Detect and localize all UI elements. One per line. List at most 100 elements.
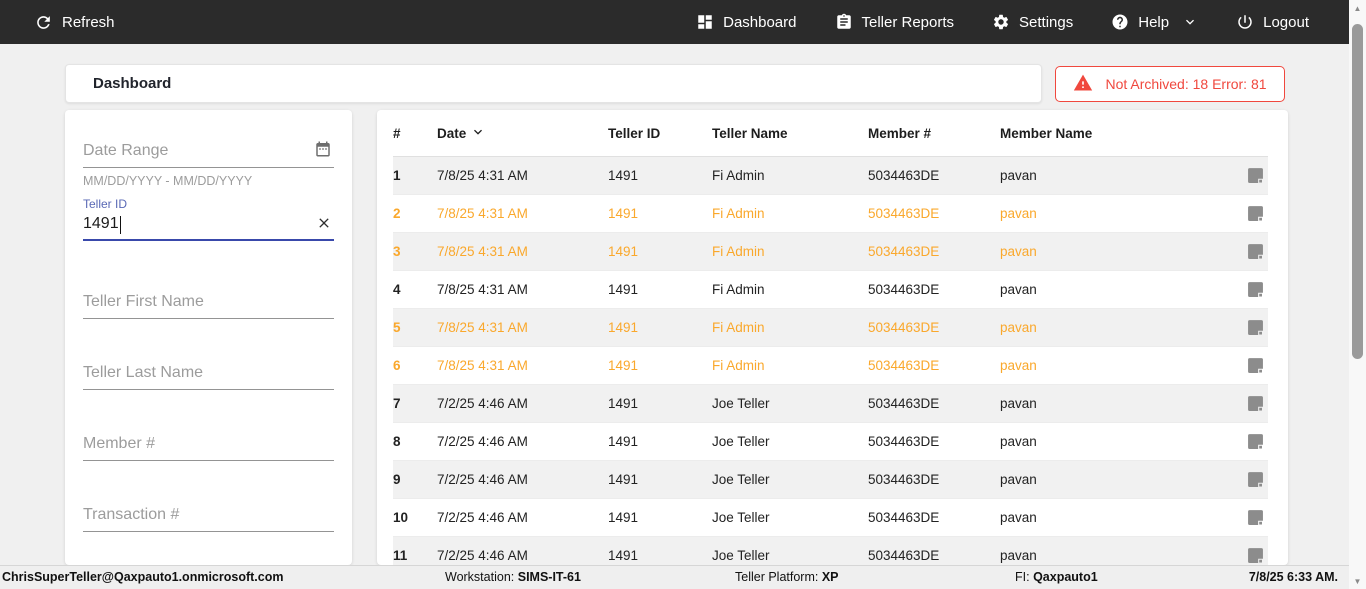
table-row[interactable]: 10 7/2/25 4:46 AM 1491 Joe Teller 503446… xyxy=(393,499,1268,537)
row-teller-name: Joe Teller xyxy=(712,472,770,487)
table-row[interactable]: 3 7/8/25 4:31 AM 1491 Fi Admin 5034463DE… xyxy=(393,233,1268,271)
col-header-teller-name[interactable]: Teller Name xyxy=(712,125,788,141)
scroll-down-icon[interactable]: ▼ xyxy=(1353,576,1362,586)
row-date: 7/8/25 4:31 AM xyxy=(437,282,528,297)
refresh-button[interactable]: Refresh xyxy=(34,13,115,32)
note-icon[interactable] xyxy=(1228,319,1268,336)
teller-id-field xyxy=(83,211,334,241)
note-icon[interactable] xyxy=(1228,243,1268,260)
teller-id-label: Teller ID xyxy=(83,197,128,211)
gear-icon xyxy=(992,13,1010,31)
chevron-down-icon xyxy=(1182,14,1198,30)
col-header-teller-id[interactable]: Teller ID xyxy=(608,125,661,141)
row-member-name: pavan xyxy=(1000,434,1037,449)
member-number-field xyxy=(83,431,334,461)
row-teller-id: 1491 xyxy=(608,320,639,335)
teller-first-name-field xyxy=(83,289,334,319)
row-number: 7 xyxy=(393,396,401,411)
row-member-number: 5034463DE xyxy=(868,396,940,411)
scroll-up-icon[interactable]: ▲ xyxy=(1353,3,1362,13)
row-teller-name: Fi Admin xyxy=(712,244,765,259)
status-platform-value: XP xyxy=(821,570,839,584)
refresh-icon xyxy=(34,13,53,32)
col-header-member-name[interactable]: Member Name xyxy=(1000,125,1093,141)
table-row[interactable]: 11 7/2/25 4:46 AM 1491 Joe Teller 503446… xyxy=(393,537,1268,565)
note-icon[interactable] xyxy=(1228,167,1268,184)
row-date: 7/2/25 4:46 AM xyxy=(437,548,528,563)
transaction-number-input[interactable] xyxy=(83,502,334,532)
row-member-number: 5034463DE xyxy=(868,358,940,373)
teller-first-name-input[interactable] xyxy=(83,289,334,319)
date-range-input[interactable] xyxy=(83,138,334,168)
teller-id-input[interactable] xyxy=(83,211,334,241)
filters-panel: MM/DD/YYYY - MM/DD/YYYY Teller ID Transa… xyxy=(65,110,352,583)
page-title: Dashboard xyxy=(93,75,172,92)
table-header-row: # Date Teller ID Teller Name Member # Me… xyxy=(393,110,1268,157)
clipboard-icon xyxy=(835,13,853,31)
table-row[interactable]: 4 7/8/25 4:31 AM 1491 Fi Admin 5034463DE… xyxy=(393,271,1268,309)
status-workstation-label: Workstation: xyxy=(445,570,515,584)
row-teller-name: Fi Admin xyxy=(712,206,765,221)
note-icon[interactable] xyxy=(1228,357,1268,374)
vertical-scrollbar[interactable]: ▲ ▼ xyxy=(1349,0,1366,589)
note-icon[interactable] xyxy=(1228,547,1268,564)
status-fi-value: Qaxpauto1 xyxy=(1033,570,1098,584)
note-icon[interactable] xyxy=(1228,205,1268,222)
table-row[interactable]: 8 7/2/25 4:46 AM 1491 Joe Teller 5034463… xyxy=(393,423,1268,461)
row-teller-id: 1491 xyxy=(608,168,639,183)
row-member-name: pavan xyxy=(1000,472,1037,487)
row-member-number: 5034463DE xyxy=(868,168,940,183)
row-member-number: 5034463DE xyxy=(868,434,940,449)
col-header-date-label: Date xyxy=(437,125,467,141)
nav-logout-label: Logout xyxy=(1263,13,1309,31)
status-user: ChrisSuperTeller@Qaxpauto1.onmicrosoft.c… xyxy=(2,570,284,584)
help-icon xyxy=(1111,13,1129,31)
col-header-num[interactable]: # xyxy=(393,125,401,141)
note-icon[interactable] xyxy=(1228,509,1268,526)
nav-logout[interactable]: Logout xyxy=(1236,13,1309,31)
row-number: 6 xyxy=(393,358,401,373)
row-member-name: pavan xyxy=(1000,396,1037,411)
note-icon[interactable] xyxy=(1228,471,1268,488)
nav-help[interactable]: Help xyxy=(1111,13,1198,31)
clear-icon[interactable] xyxy=(316,215,332,236)
row-member-number: 5034463DE xyxy=(868,472,940,487)
archive-error-badge[interactable]: Not Archived: 18 Error: 81 xyxy=(1055,66,1285,102)
member-number-input[interactable] xyxy=(83,431,334,461)
note-icon[interactable] xyxy=(1228,395,1268,412)
table-row[interactable]: 5 7/8/25 4:31 AM 1491 Fi Admin 5034463DE… xyxy=(393,309,1268,347)
row-date: 7/2/25 4:46 AM xyxy=(437,510,528,525)
row-teller-name: Fi Admin xyxy=(712,320,765,335)
row-member-name: pavan xyxy=(1000,320,1037,335)
nav-teller-reports[interactable]: Teller Reports xyxy=(835,13,954,31)
col-header-date[interactable]: Date xyxy=(437,124,608,143)
row-teller-name: Fi Admin xyxy=(712,358,765,373)
calendar-icon[interactable] xyxy=(314,140,332,163)
dashboard-icon xyxy=(696,13,714,31)
nav-settings[interactable]: Settings xyxy=(992,13,1073,31)
text-caret xyxy=(120,216,121,234)
status-workstation-value: SIMS-IT-61 xyxy=(517,570,581,584)
sort-descending-icon xyxy=(470,124,486,143)
top-navbar: Refresh Dashboard Teller Reports Setting… xyxy=(0,0,1349,44)
row-teller-name: Joe Teller xyxy=(712,548,770,563)
note-icon[interactable] xyxy=(1228,281,1268,298)
table-row[interactable]: 2 7/8/25 4:31 AM 1491 Fi Admin 5034463DE… xyxy=(393,195,1268,233)
col-header-member-num[interactable]: Member # xyxy=(868,125,932,141)
table-row[interactable]: 1 7/8/25 4:31 AM 1491 Fi Admin 5034463DE… xyxy=(393,157,1268,195)
table-row[interactable]: 9 7/2/25 4:46 AM 1491 Joe Teller 5034463… xyxy=(393,461,1268,499)
row-number: 8 xyxy=(393,434,401,449)
status-platform: Teller Platform: XP xyxy=(735,570,839,584)
row-teller-id: 1491 xyxy=(608,358,639,373)
nav-dashboard[interactable]: Dashboard xyxy=(696,13,797,31)
table-row[interactable]: 7 7/2/25 4:46 AM 1491 Joe Teller 5034463… xyxy=(393,385,1268,423)
status-bar: ChrisSuperTeller@Qaxpauto1.onmicrosoft.c… xyxy=(0,565,1366,589)
table-row[interactable]: 6 7/8/25 4:31 AM 1491 Fi Admin 5034463DE… xyxy=(393,347,1268,385)
teller-last-name-input[interactable] xyxy=(83,360,334,390)
row-number: 3 xyxy=(393,244,401,259)
row-teller-id: 1491 xyxy=(608,396,639,411)
warning-icon xyxy=(1073,73,1093,96)
row-number: 11 xyxy=(393,548,408,563)
note-icon[interactable] xyxy=(1228,433,1268,450)
scrollbar-thumb[interactable] xyxy=(1352,24,1363,359)
